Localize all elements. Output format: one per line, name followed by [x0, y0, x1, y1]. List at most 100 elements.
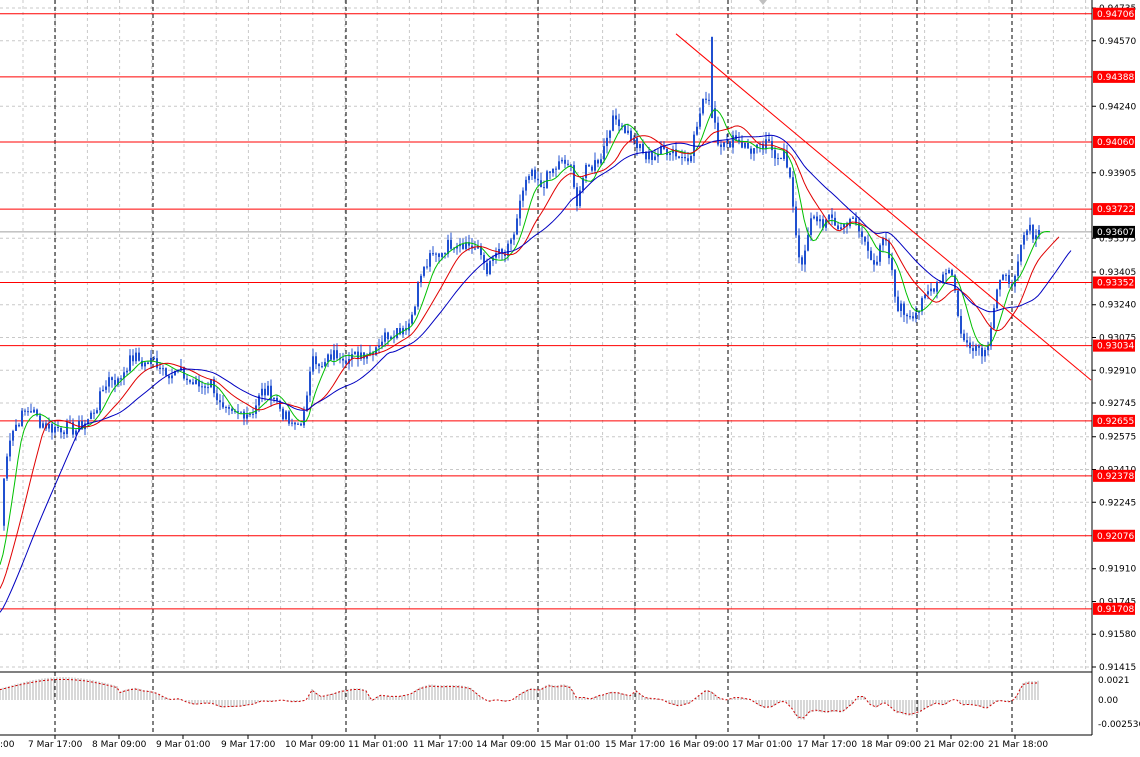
candle-body	[264, 388, 266, 396]
candle-body	[684, 156, 686, 159]
candle-body	[252, 413, 254, 415]
candle-body	[207, 387, 209, 389]
candle-body	[816, 216, 818, 222]
candle-body	[660, 145, 662, 155]
level-label-bg	[1093, 469, 1135, 482]
ma-line	[0, 134, 1072, 613]
candle-body	[612, 115, 614, 131]
candle-body	[948, 269, 950, 273]
scroll-marker-icon[interactable]	[759, 0, 767, 5]
candle-body	[798, 235, 800, 258]
level-label-bg	[1093, 339, 1135, 352]
candle-body	[657, 154, 659, 157]
candle-body	[819, 219, 821, 222]
level-labels: 0.94706 0.94388 0.94060 0.93722 0.93352 0.930…	[1093, 7, 1135, 615]
candle-body	[939, 282, 941, 284]
level-label-text: 0.92076	[1097, 532, 1134, 542]
candle-body	[792, 177, 794, 207]
time-tick-label: 9 Mar 01:00	[156, 740, 211, 750]
oscillator-tick-label: -0.002536	[1098, 720, 1140, 730]
candle-body	[420, 275, 422, 283]
candle-body	[1020, 244, 1022, 262]
level-label-bg	[1093, 135, 1135, 148]
candle-body	[78, 420, 80, 431]
candle-body	[834, 217, 836, 226]
price-tick-label: 0.93905	[1099, 169, 1136, 179]
candle-body	[606, 137, 608, 147]
candle-body	[927, 291, 929, 295]
level-label-text: 0.91708	[1097, 605, 1134, 615]
level-label-text: 0.94706	[1097, 10, 1134, 20]
candle-body	[777, 157, 779, 159]
candle-body	[582, 177, 584, 191]
candle-body	[378, 345, 380, 348]
candle-body	[627, 130, 629, 133]
candle-body	[999, 279, 1001, 290]
price-tick-label: 0.93240	[1099, 301, 1136, 311]
candle-body	[930, 288, 932, 292]
candle-body	[552, 168, 554, 173]
candle-body	[621, 125, 623, 127]
price-tick-label: 0.93075	[1099, 334, 1136, 344]
level-label-bg	[1093, 529, 1135, 542]
time-tick-label: 7 Mar 17:00	[28, 740, 83, 750]
candle-body	[75, 430, 77, 435]
candle-body	[276, 398, 278, 401]
candle-body	[81, 420, 83, 430]
level-label-text: 0.92655	[1097, 417, 1134, 427]
candle-body	[717, 122, 719, 145]
candle-body	[294, 422, 296, 425]
candle-body	[435, 253, 437, 255]
candle-body	[507, 243, 509, 256]
candle-body	[186, 378, 188, 381]
candle-body	[426, 266, 428, 268]
candle-body	[60, 427, 62, 433]
candle-body	[510, 239, 512, 244]
candle-body	[861, 231, 863, 237]
price-tick-label: 0.93405	[1099, 268, 1136, 278]
candle-body	[246, 414, 248, 419]
candle-body	[870, 250, 872, 261]
candle-body	[156, 358, 158, 368]
candle-body	[465, 242, 467, 249]
candle-body	[15, 424, 17, 431]
candle-body	[309, 371, 311, 396]
candle-body	[960, 315, 962, 334]
candle-body	[345, 360, 347, 364]
candle-body	[729, 141, 731, 148]
candle-body	[282, 408, 284, 420]
candle-body	[654, 156, 656, 160]
candle-body	[162, 368, 164, 370]
level-label-text: 0.94060	[1097, 138, 1134, 148]
candle-body	[486, 263, 488, 275]
candle-body	[528, 176, 530, 180]
candle-body	[843, 223, 845, 228]
candle-body	[954, 275, 956, 291]
level-label-text: 0.92378	[1097, 472, 1134, 482]
candle-body	[852, 217, 854, 219]
candle-body	[945, 272, 947, 275]
candle-body	[285, 411, 287, 420]
candle-body	[732, 135, 734, 148]
candle-body	[624, 125, 626, 133]
level-label-bg	[1093, 70, 1135, 83]
candle-body	[333, 350, 335, 360]
candle-body	[414, 306, 416, 315]
candle-body	[234, 410, 236, 412]
candle-body	[543, 187, 545, 189]
candle-body	[153, 357, 155, 359]
candle-body	[690, 156, 692, 162]
candle-body	[399, 328, 401, 335]
candle-body	[387, 332, 389, 340]
candle-body	[117, 378, 119, 385]
trendline[interactable]	[675, 33, 1092, 381]
candle-body	[225, 407, 227, 409]
candle-body	[699, 113, 701, 127]
candle-body	[243, 411, 245, 419]
candle-body	[438, 253, 440, 257]
candle-body	[588, 164, 590, 167]
candle-body	[195, 379, 197, 385]
candle-body	[480, 245, 482, 255]
candle-body	[978, 345, 980, 348]
